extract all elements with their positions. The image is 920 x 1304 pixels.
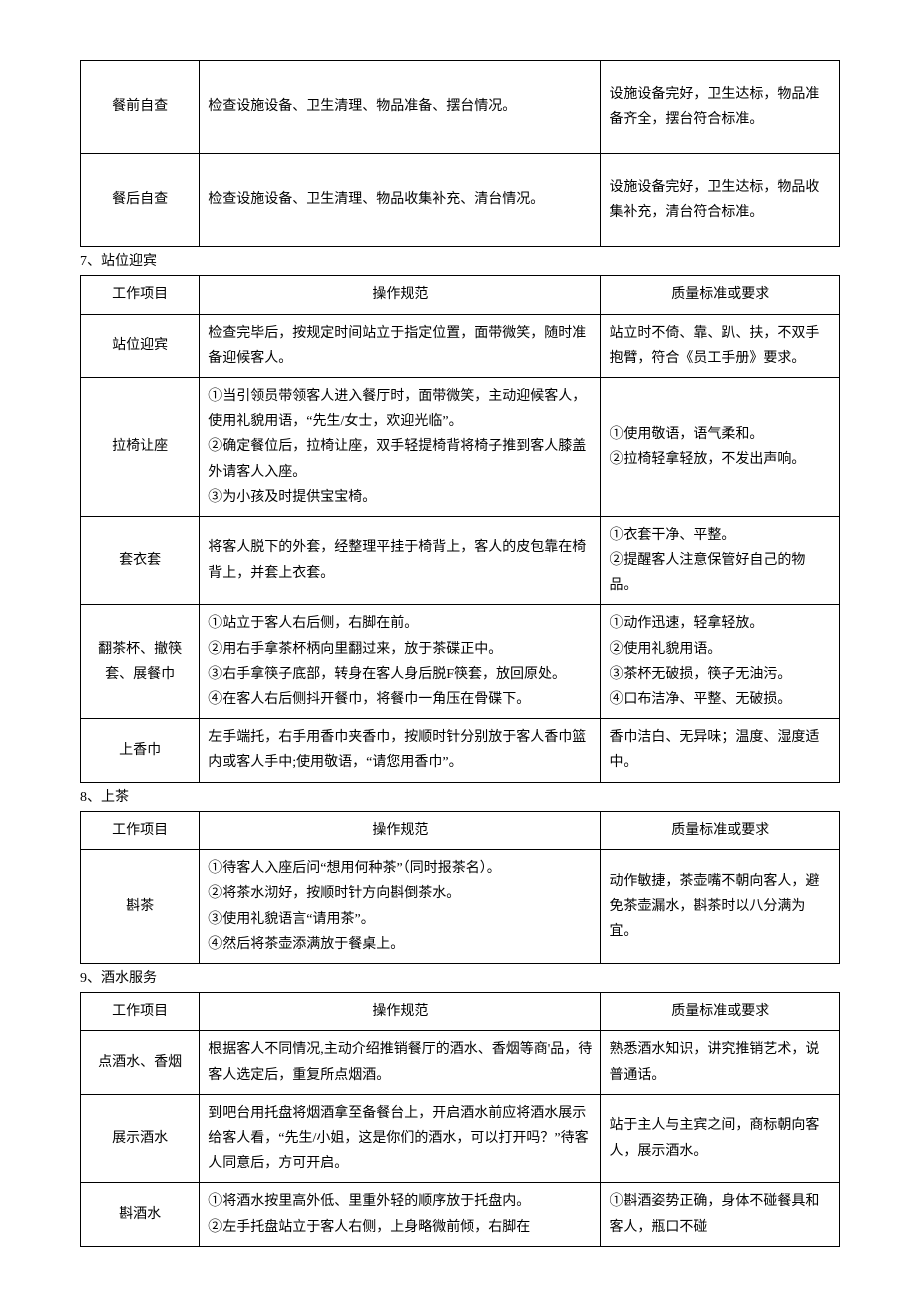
- header-spec: 操作规范: [200, 993, 601, 1031]
- table-row: 餐前自查 检查设施设备、卫生清理、物品准备、摆台情况。 设施设备完好，卫生达标，…: [81, 61, 840, 154]
- cell-std: 动作敏捷，茶壶嘴不朝向客人，避免茶壶漏水，斟茶时以八分满为宜。: [601, 850, 840, 964]
- cell-item: 餐后自查: [81, 154, 200, 247]
- table-row: 拉椅让座 ①当引领员带领客人进入餐厅时，面带微笑，主动迎候客人，使用礼貌用语，“…: [81, 377, 840, 516]
- cell-std: ①衣套干净、平整。②提醒客人注意保管好自己的物品。: [601, 516, 840, 605]
- cell-std: 熟悉酒水知识，讲究推销艺术，说普通话。: [601, 1031, 840, 1094]
- cell-item: 展示酒水: [81, 1094, 200, 1183]
- header-item: 工作项目: [81, 811, 200, 849]
- header-item: 工作项目: [81, 276, 200, 314]
- cell-item: 斟酒水: [81, 1183, 200, 1246]
- section-8-title: 8、上茶: [80, 787, 840, 809]
- cell-std: 设施设备完好，卫生达标，物品准备齐全，摆台符合标准。: [601, 61, 840, 154]
- cell-std: ①使用敬语，语气柔和。②拉椅轻拿轻放，不发出声响。: [601, 377, 840, 516]
- table-row: 翻茶杯、撤筷套、展餐巾 ①站立于客人右后侧，右脚在前。②用右手拿茶杯柄向里翻过来…: [81, 605, 840, 719]
- section-9-table: 工作项目 操作规范 质量标准或要求 点酒水、香烟 根据客人不同情况,主动介绍推销…: [80, 992, 840, 1247]
- cell-item: 点酒水、香烟: [81, 1031, 200, 1094]
- table-row: 上香巾 左手端托，右手用香巾夹香巾，按顺时针分别放于客人香巾篮内或客人手中;使用…: [81, 719, 840, 782]
- cell-item: 餐前自查: [81, 61, 200, 154]
- cell-spec: 检查设施设备、卫生清理、物品收集补充、清台情况。: [200, 154, 601, 247]
- cell-spec: ①待客人入座后问“想用何种茶”（同时报茶名）。②将茶水沏好，按顺时针方向斟倒茶水…: [200, 850, 601, 964]
- header-spec: 操作规范: [200, 811, 601, 849]
- cell-std: 站立时不倚、靠、趴、扶，不双手抱臂，符合《员工手册》要求。: [601, 314, 840, 377]
- table-row: 斟酒水 ①将酒水按里高外低、里重外轻的顺序放于托盘内。②左手托盘站立于客人右侧，…: [81, 1183, 840, 1246]
- cell-item: 斟茶: [81, 850, 200, 964]
- cell-spec: 左手端托，右手用香巾夹香巾，按顺时针分别放于客人香巾篮内或客人手中;使用敬语，“…: [200, 719, 601, 782]
- table-row: 展示酒水 到吧台用托盘将烟酒拿至备餐台上，开启酒水前应将酒水展示给客人看，“先生…: [81, 1094, 840, 1183]
- table-header-row: 工作项目 操作规范 质量标准或要求: [81, 276, 840, 314]
- intro-table: 餐前自查 检查设施设备、卫生清理、物品准备、摆台情况。 设施设备完好，卫生达标，…: [80, 60, 840, 247]
- cell-spec: 将客人脱下的外套，经整理平挂于椅背上，客人的皮包靠在椅背上，并套上衣套。: [200, 516, 601, 605]
- cell-std: 设施设备完好，卫生达标，物品收集补充，清台符合标准。: [601, 154, 840, 247]
- table-header-row: 工作项目 操作规范 质量标准或要求: [81, 993, 840, 1031]
- cell-item: 上香巾: [81, 719, 200, 782]
- cell-std: 香巾洁白、无异味；温度、湿度适中。: [601, 719, 840, 782]
- table-row: 站位迎宾 检查完毕后，按规定时间站立于指定位置，面带微笑，随时准备迎候客人。 站…: [81, 314, 840, 377]
- cell-std: ①斟酒姿势正确，身体不碰餐具和客人，瓶口不碰: [601, 1183, 840, 1246]
- table-row: 斟茶 ①待客人入座后问“想用何种茶”（同时报茶名）。②将茶水沏好，按顺时针方向斟…: [81, 850, 840, 964]
- table-header-row: 工作项目 操作规范 质量标准或要求: [81, 811, 840, 849]
- cell-spec: ①当引领员带领客人进入餐厅时，面带微笑，主动迎候客人，使用礼貌用语，“先生/女士…: [200, 377, 601, 516]
- header-std: 质量标准或要求: [601, 993, 840, 1031]
- table-row: 餐后自查 检查设施设备、卫生清理、物品收集补充、清台情况。 设施设备完好，卫生达…: [81, 154, 840, 247]
- cell-spec: 检查设施设备、卫生清理、物品准备、摆台情况。: [200, 61, 601, 154]
- cell-spec: 到吧台用托盘将烟酒拿至备餐台上，开启酒水前应将酒水展示给客人看，“先生/小姐，这…: [200, 1094, 601, 1183]
- table-row: 套衣套 将客人脱下的外套，经整理平挂于椅背上，客人的皮包靠在椅背上，并套上衣套。…: [81, 516, 840, 605]
- table-row: 点酒水、香烟 根据客人不同情况,主动介绍推销餐厅的酒水、香烟等商'品，待客人选定…: [81, 1031, 840, 1094]
- header-std: 质量标准或要求: [601, 811, 840, 849]
- section-8-table: 工作项目 操作规范 质量标准或要求 斟茶 ①待客人入座后问“想用何种茶”（同时报…: [80, 811, 840, 964]
- cell-item: 站位迎宾: [81, 314, 200, 377]
- section-7-title: 7、站位迎宾: [80, 251, 840, 273]
- cell-std: ①动作迅速，轻拿轻放。②使用礼貌用语。③茶杯无破损，筷子无油污。④口布洁净、平整…: [601, 605, 840, 719]
- cell-spec: 检查完毕后，按规定时间站立于指定位置，面带微笑，随时准备迎候客人。: [200, 314, 601, 377]
- header-item: 工作项目: [81, 993, 200, 1031]
- cell-spec: ①将酒水按里高外低、里重外轻的顺序放于托盘内。②左手托盘站立于客人右侧，上身略微…: [200, 1183, 601, 1246]
- cell-spec: ①站立于客人右后侧，右脚在前。②用右手拿茶杯柄向里翻过来，放于茶碟正中。③右手拿…: [200, 605, 601, 719]
- cell-item: 拉椅让座: [81, 377, 200, 516]
- cell-item: 翻茶杯、撤筷套、展餐巾: [81, 605, 200, 719]
- section-7-table: 工作项目 操作规范 质量标准或要求 站位迎宾 检查完毕后，按规定时间站立于指定位…: [80, 275, 840, 782]
- section-9-title: 9、酒水服务: [80, 968, 840, 990]
- cell-std: 站于主人与主宾之间，商标朝向客人，展示酒水。: [601, 1094, 840, 1183]
- cell-item: 套衣套: [81, 516, 200, 605]
- header-spec: 操作规范: [200, 276, 601, 314]
- header-std: 质量标准或要求: [601, 276, 840, 314]
- cell-spec: 根据客人不同情况,主动介绍推销餐厅的酒水、香烟等商'品，待客人选定后，重复所点烟…: [200, 1031, 601, 1094]
